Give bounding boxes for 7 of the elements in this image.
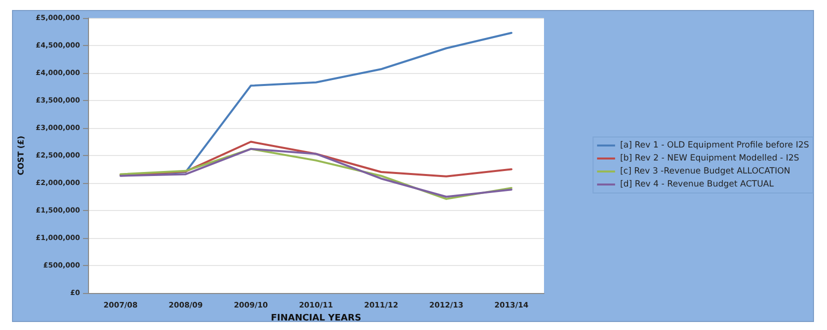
legend-label: [d] Rev 4 - Revenue Budget ACTUAL (620, 180, 774, 190)
y-axis-title: COST (£) (16, 136, 26, 176)
legend-label: [b] Rev 2 - NEW Equipment Modelled - I2S (620, 154, 800, 164)
legend-label: [a] Rev 1 - OLD Equipment Profile before I2S (620, 140, 809, 150)
legend-label: [c] Rev 3 -Revenue Budget ALLOCATION (620, 166, 790, 176)
x-axis-title: FINANCIAL YEARS (270, 313, 362, 324)
line-series (120, 140, 512, 178)
